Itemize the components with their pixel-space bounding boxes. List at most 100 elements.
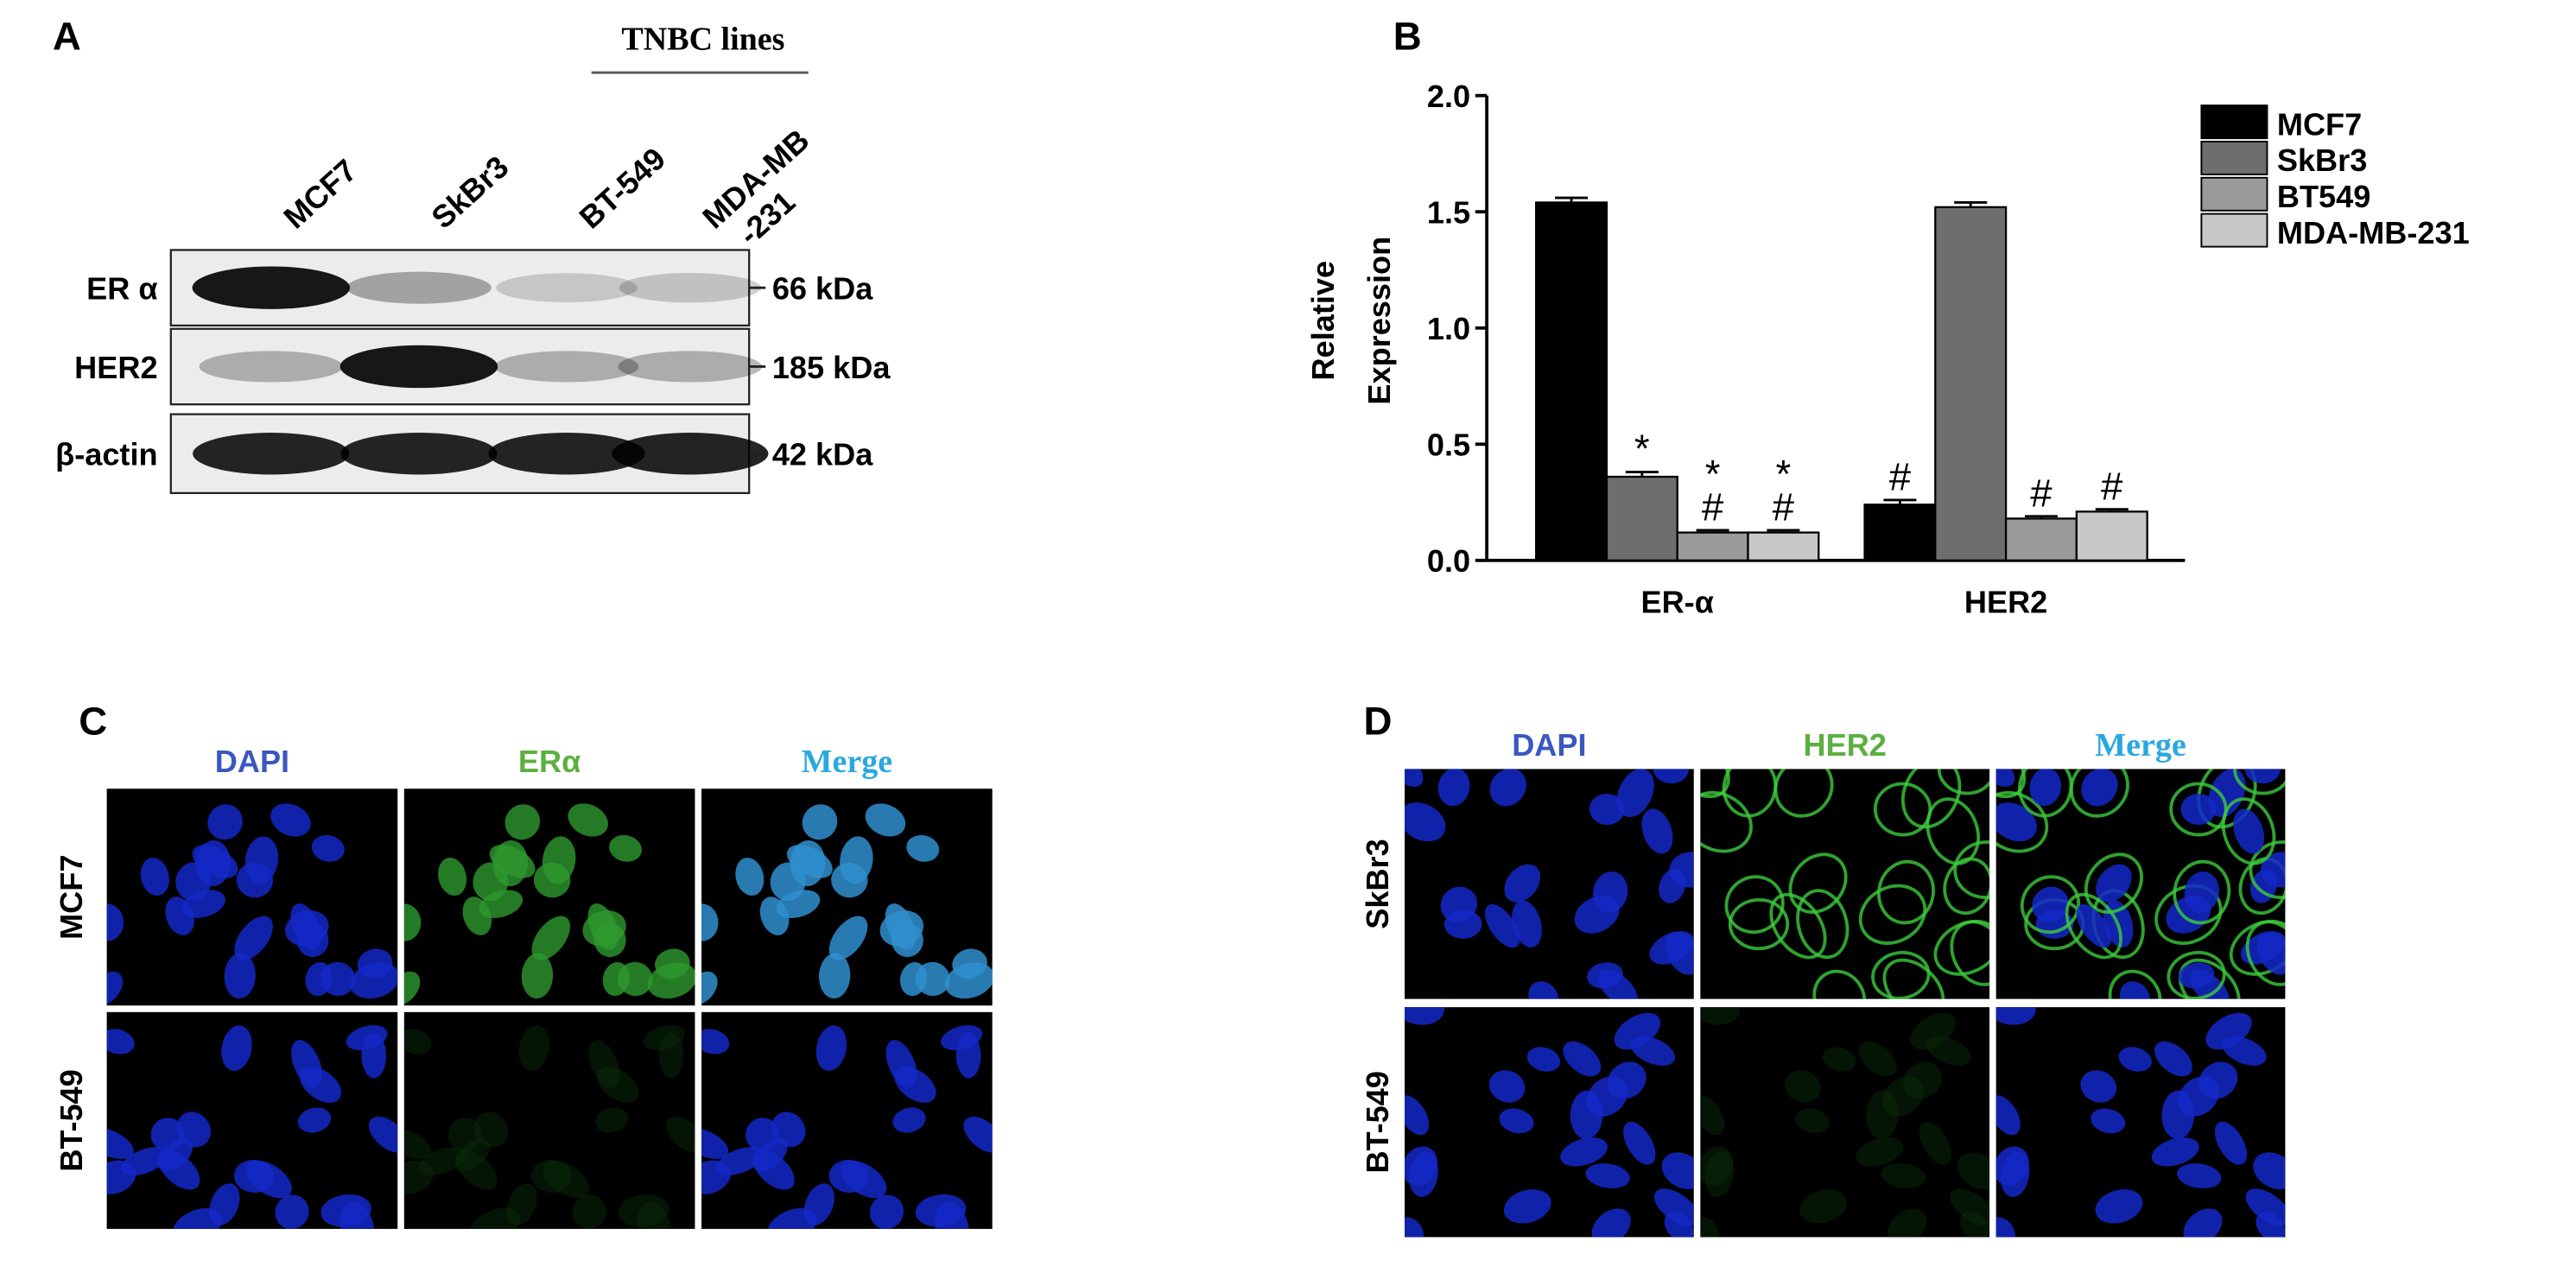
stain [618, 961, 653, 997]
nucleus [1405, 769, 1424, 788]
nucleus [2119, 981, 2151, 999]
legend-swatch [2200, 105, 2268, 140]
stain [647, 962, 695, 999]
nucleus [828, 1159, 869, 1193]
band [496, 273, 638, 303]
band [193, 433, 350, 475]
nucleus [1587, 962, 1623, 989]
nucleus [2245, 1188, 2286, 1226]
stain [1995, 769, 2027, 799]
error-bar [1696, 529, 1729, 533]
nucleus [1593, 871, 1628, 913]
nucleus [140, 858, 169, 896]
stain [1937, 769, 1990, 795]
stain [2069, 769, 2129, 818]
stain [2173, 859, 2231, 925]
row-label: BT-549 [54, 1069, 89, 1171]
nucleus [1440, 886, 1478, 922]
nucleus [819, 953, 851, 999]
annotation: # [1889, 454, 1912, 498]
stain [403, 971, 421, 1005]
nucleus [2222, 1036, 2267, 1066]
cells [106, 1025, 398, 1229]
nucleus [1585, 1163, 1630, 1188]
nucleus [106, 1127, 134, 1159]
image [701, 1011, 993, 1229]
nucleus [1409, 1151, 1438, 1197]
panel-label: A [53, 14, 81, 58]
nucleus [767, 1207, 817, 1229]
stain [2249, 840, 2286, 899]
cells [1995, 1007, 2286, 1238]
nucleus [1995, 1007, 2036, 1025]
stain [1926, 1036, 1971, 1066]
nucleus [892, 1107, 926, 1133]
stain [1900, 769, 1962, 829]
nucleus [2000, 1151, 2030, 1197]
nucleus [1995, 1095, 2021, 1136]
nucleus [701, 903, 719, 941]
nucleus [1503, 1189, 1551, 1224]
nucleus [368, 1116, 398, 1153]
stain [403, 903, 422, 941]
nucleus [828, 915, 868, 960]
band [346, 271, 492, 304]
annotation: # [2101, 464, 2123, 508]
nucleus [701, 1127, 729, 1159]
cells [1700, 769, 1990, 999]
nucleus [1526, 1047, 1561, 1072]
nucleus [2244, 769, 2281, 784]
bar [1605, 475, 1678, 562]
nucleus [2151, 1137, 2199, 1167]
bar [2075, 510, 2148, 562]
lane-label: MCF7 [276, 152, 364, 235]
stain [666, 1116, 695, 1153]
nucleus [759, 896, 790, 935]
error-bar [1555, 196, 1589, 203]
nucleus [2177, 1163, 2222, 1188]
nucleus [1489, 769, 1526, 807]
stain [1769, 892, 1827, 960]
nucleus [906, 834, 940, 862]
x-tick-label: ER-α [1641, 585, 1714, 620]
error-bar [1883, 498, 1917, 505]
nucleus [2118, 1047, 2152, 1072]
stain [1788, 852, 1848, 914]
cells [1700, 1007, 1990, 1238]
nucleus [275, 1194, 309, 1229]
nucleus [2180, 793, 2217, 826]
micrograph [1405, 1007, 1694, 1238]
cells [106, 803, 398, 1005]
column-label: ERα [518, 744, 581, 779]
stain [454, 1138, 491, 1172]
y-axis-label: Relative [1305, 261, 1341, 381]
nucleus [361, 1032, 387, 1079]
stain [1950, 1188, 1990, 1226]
bar [1747, 531, 1820, 562]
stain [1700, 790, 1753, 853]
stain [479, 890, 523, 918]
cells [1405, 769, 1694, 999]
stain [1700, 1095, 1725, 1136]
stain [438, 858, 467, 896]
nucleus [2080, 1070, 2117, 1103]
nucleus [1405, 1007, 1444, 1025]
stain [1823, 1047, 1856, 1072]
nucleus [2076, 903, 2112, 948]
annotation: # [2030, 471, 2053, 515]
annotation: * [1634, 427, 1650, 471]
legend-swatch [2200, 176, 2268, 212]
stain [1957, 1152, 1990, 1189]
size-label: 185 kDa [772, 350, 891, 385]
micrograph [701, 789, 993, 1006]
nucleus [1405, 1217, 1424, 1238]
stain [2084, 852, 2143, 914]
stain [1794, 1108, 1830, 1134]
stain [572, 1194, 606, 1229]
nucleus [802, 804, 838, 840]
nucleus [771, 1112, 806, 1148]
panel-label: C [79, 699, 107, 743]
annotation: * [1705, 452, 1721, 496]
